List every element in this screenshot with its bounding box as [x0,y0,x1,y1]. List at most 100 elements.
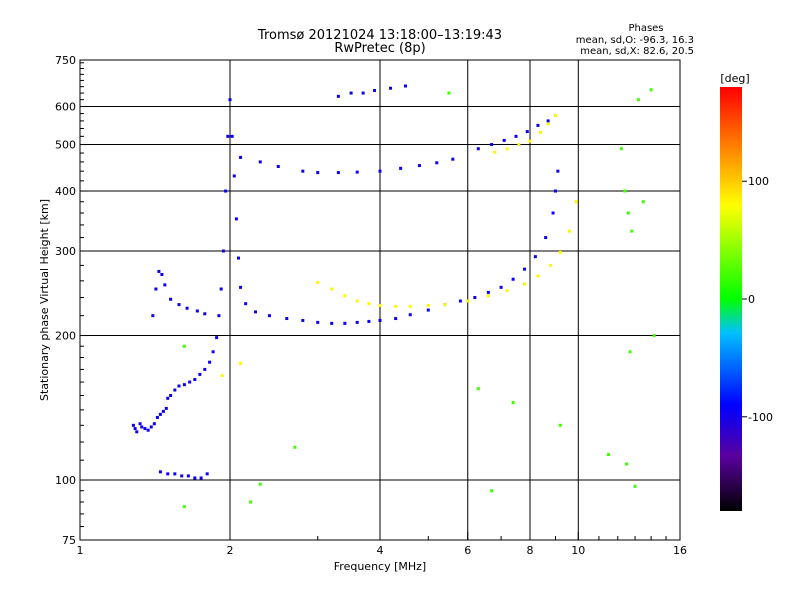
data-point [149,425,153,429]
data-point [140,425,144,429]
chart-title: Tromsø 20121024 13:18:00–13:19:43 [257,28,502,43]
data-point [215,336,219,340]
data-point [158,412,162,416]
data-point [493,150,497,154]
data-point [166,472,170,476]
colorbar-tick-label: 0 [748,293,755,306]
y-tick-label: 600 [55,101,76,114]
y-tick-label: 200 [55,330,76,343]
data-point [301,169,305,173]
data-point [188,380,192,384]
data-point [198,372,202,376]
data-point [186,474,190,478]
data-point [511,277,515,281]
data-point [152,422,156,426]
grid-lines [80,60,680,540]
data-point [408,304,412,308]
data-point [182,383,186,387]
data-point [443,303,447,307]
data-point [394,317,398,321]
data-point [173,388,177,392]
data-point [135,430,139,434]
data-point [486,290,490,294]
data-point [523,267,527,271]
data-point [536,123,540,127]
data-point [258,482,262,486]
y-tick-label: 750 [55,54,76,67]
data-point [628,350,632,354]
axis-ticks: 1 2 4 6 8 10 16 75 100 200 300 400 500 600 750 [55,54,687,557]
data-point [160,273,164,277]
data-point [349,91,353,95]
data-point [276,164,280,168]
data-point [330,321,334,325]
data-point [205,472,209,476]
data-point [219,287,223,291]
x-axis-label: Frequency [MHz] [334,560,426,573]
data-point [336,94,340,98]
data-point [378,318,382,322]
data-point [203,367,207,371]
data-point [236,256,240,260]
data-point [220,374,224,378]
data-point [435,161,439,165]
stats-line-x: mean, sd,X: 82.6, 20.5 [580,46,694,57]
stats-line-o: mean, sd,O: -96.3, 16.3 [576,35,694,46]
data-point [146,428,150,432]
colorbar-ticks: -100 0 100 [742,175,773,424]
x-tick-label: 6 [464,544,471,557]
data-point [336,171,340,175]
data-point [546,119,550,123]
data-point [447,91,451,95]
data-points [131,84,656,509]
data-point [633,484,637,488]
data-point [361,91,365,95]
data-point [641,200,645,204]
data-point [208,360,212,364]
data-point [169,394,173,398]
data-point [232,174,236,178]
data-point [567,229,571,233]
data-point [131,423,135,427]
data-point [466,299,470,303]
data-point [182,344,186,348]
data-point [330,287,334,291]
stats-heading: Phases [628,23,663,34]
x-tick-label: 2 [227,544,234,557]
data-point [558,423,562,427]
data-point [193,476,197,480]
data-point [389,86,393,90]
data-point [551,211,555,215]
data-point [502,138,506,142]
data-point [553,189,557,193]
colorbar-tick-label: 100 [748,175,769,188]
data-point [177,384,181,388]
data-point [490,489,494,493]
data-point [378,303,382,307]
data-point [253,310,257,314]
data-point [355,170,359,174]
data-point [244,302,248,306]
data-point [417,164,421,168]
data-point [301,318,305,322]
data-point [649,88,653,92]
data-point [258,160,262,164]
data-point [185,306,189,310]
data-point [546,122,550,126]
data-point [544,236,548,240]
colorbar [720,87,742,511]
data-point [163,283,167,287]
data-point [399,166,403,170]
y-tick-label: 100 [55,474,76,487]
data-point [164,406,168,410]
colorbar-tick-label: -100 [748,411,773,424]
data-point [293,445,297,449]
data-point [636,98,640,102]
data-point [143,427,147,431]
y-tick-label: 75 [62,534,76,547]
data-point [173,472,177,476]
data-point [408,313,412,317]
data-point [154,287,158,291]
data-point [607,453,611,457]
data-point [180,474,184,478]
